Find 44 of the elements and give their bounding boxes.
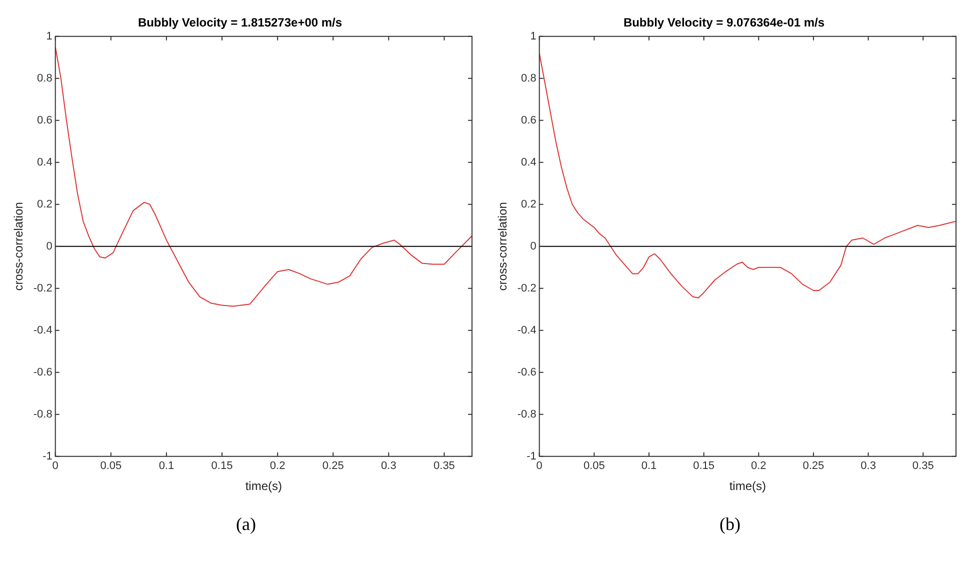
y-tick-label: -0.2 xyxy=(517,282,536,294)
chart-title: Bubbly Velocity = 1.815273e+00 m/s xyxy=(138,16,342,30)
x-tick-label: 0.15 xyxy=(211,460,233,472)
x-tick-label: 0.2 xyxy=(270,460,286,472)
text: (b) xyxy=(718,514,742,535)
y-tick-label: -0.6 xyxy=(33,366,52,378)
y-tick-label: 0.8 xyxy=(521,72,536,84)
y-tick-label: 0.4 xyxy=(521,156,536,168)
y-tick-label: 1 xyxy=(46,30,52,42)
y-tick-label: 0 xyxy=(530,240,536,252)
x-tick-label: 0.2 xyxy=(750,460,766,472)
y-tick-label: -1 xyxy=(42,450,52,462)
y-tick-label: -0.8 xyxy=(517,408,536,420)
y-axis-title: cross-correlation xyxy=(12,202,26,291)
y-tick-label: -0.4 xyxy=(517,324,536,336)
x-tick-label: 0.35 xyxy=(434,460,455,472)
text: (a) xyxy=(235,514,257,535)
x-tick-label: 0.3 xyxy=(860,460,876,472)
chart-title: Bubbly Velocity = 9.076364e-01 m/s xyxy=(623,16,825,30)
x-tick-label: 0.35 xyxy=(912,460,934,472)
y-tick-label: -0.2 xyxy=(33,282,52,294)
x-axis-title: time(s) xyxy=(245,479,282,494)
y-tick-label: -0.8 xyxy=(33,408,52,420)
y-tick-label: 0.4 xyxy=(37,156,52,168)
x-tick-label: 0.15 xyxy=(693,460,715,472)
y-tick-label: 0.6 xyxy=(521,114,536,126)
x-tick-label: 0.25 xyxy=(802,460,824,472)
y-tick-label: 0.2 xyxy=(521,198,536,210)
y-tick-label: 0 xyxy=(46,240,52,252)
x-tick-label: 0.1 xyxy=(641,460,657,472)
x-tick-label: 0.05 xyxy=(100,460,122,472)
y-tick-label: -0.6 xyxy=(517,366,536,378)
x-tick-label: 0.25 xyxy=(322,460,344,472)
x-axis-title: time(s) xyxy=(729,479,766,494)
y-tick-label: 1 xyxy=(530,30,536,42)
y-tick-label: 0.8 xyxy=(37,72,52,84)
y-tick-label: -0.4 xyxy=(33,324,52,336)
x-tick-label: 0.05 xyxy=(583,460,605,472)
y-tick-label: 0.2 xyxy=(37,198,52,210)
y-tick-label: -1 xyxy=(526,450,536,462)
x-tick-label: 0.3 xyxy=(381,460,396,472)
x-tick-label: 0.1 xyxy=(158,460,174,472)
y-axis-title: cross-correlation xyxy=(496,202,510,291)
y-tick-label: 0.6 xyxy=(37,114,52,126)
